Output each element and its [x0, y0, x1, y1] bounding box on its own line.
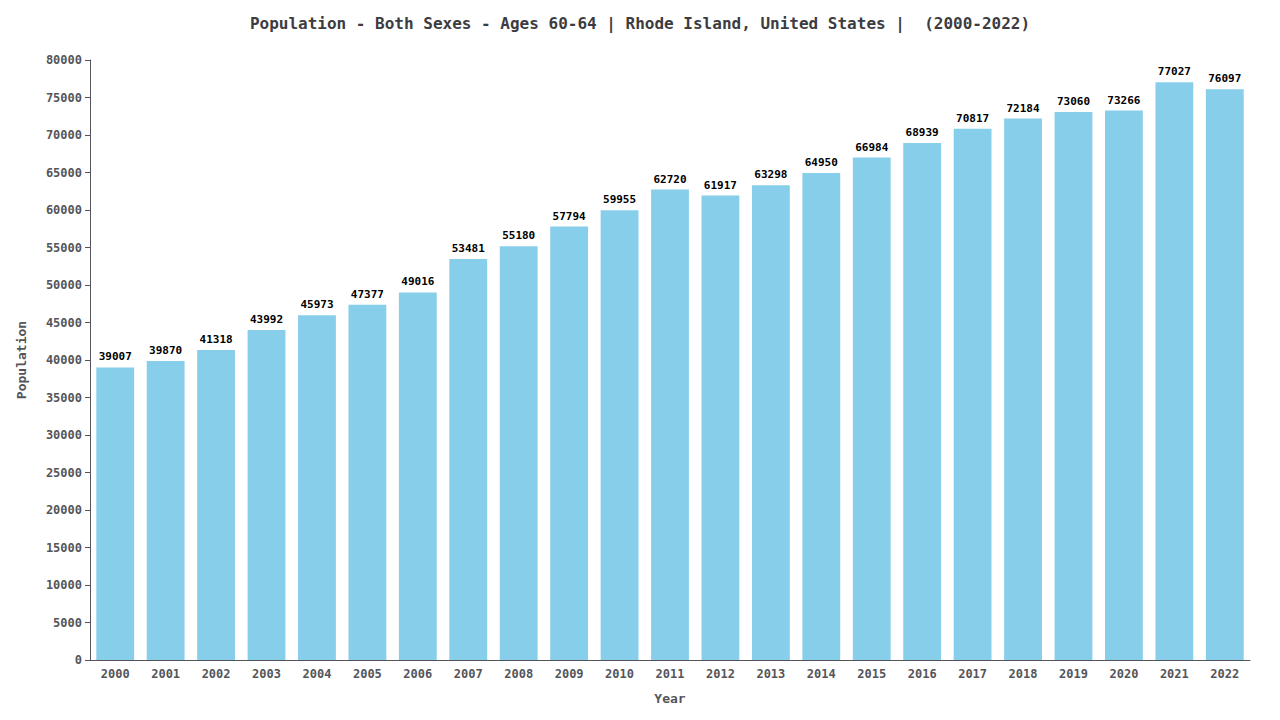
svg-text:73060: 73060 [1057, 95, 1090, 108]
svg-text:2022: 2022 [1210, 667, 1239, 681]
svg-text:60000: 60000 [46, 203, 82, 217]
svg-text:64950: 64950 [805, 156, 838, 169]
svg-text:63298: 63298 [754, 168, 787, 181]
svg-text:57794: 57794 [553, 210, 586, 223]
svg-text:2007: 2007 [454, 667, 483, 681]
svg-text:2014: 2014 [807, 667, 836, 681]
svg-text:0: 0 [75, 653, 82, 667]
svg-text:62720: 62720 [653, 173, 686, 186]
svg-text:80000: 80000 [46, 53, 82, 67]
svg-text:75000: 75000 [46, 91, 82, 105]
svg-text:55180: 55180 [502, 229, 535, 242]
svg-text:39007: 39007 [99, 350, 132, 363]
svg-text:25000: 25000 [46, 466, 82, 480]
svg-text:Year: Year [654, 691, 685, 706]
svg-text:65000: 65000 [46, 166, 82, 180]
svg-text:2016: 2016 [908, 667, 937, 681]
svg-text:15000: 15000 [46, 541, 82, 555]
svg-text:Population: Population [14, 321, 29, 399]
svg-text:2008: 2008 [504, 667, 533, 681]
svg-text:2006: 2006 [403, 667, 432, 681]
svg-text:70817: 70817 [956, 112, 989, 125]
svg-text:39870: 39870 [149, 344, 182, 357]
svg-text:77027: 77027 [1158, 65, 1191, 78]
svg-text:2013: 2013 [756, 667, 785, 681]
svg-text:50000: 50000 [46, 278, 82, 292]
svg-text:76097: 76097 [1208, 72, 1241, 85]
svg-text:59955: 59955 [603, 193, 636, 206]
svg-text:43992: 43992 [250, 313, 283, 326]
svg-text:66984: 66984 [855, 141, 888, 154]
svg-text:2018: 2018 [1009, 667, 1038, 681]
svg-text:53481: 53481 [452, 242, 485, 255]
svg-text:30000: 30000 [46, 428, 82, 442]
svg-text:10000: 10000 [46, 578, 82, 592]
svg-text:2011: 2011 [656, 667, 685, 681]
svg-text:2015: 2015 [857, 667, 886, 681]
svg-text:45973: 45973 [300, 298, 333, 311]
svg-text:49016: 49016 [401, 275, 434, 288]
svg-text:5000: 5000 [53, 616, 82, 630]
svg-text:2020: 2020 [1109, 667, 1138, 681]
svg-text:2002: 2002 [202, 667, 231, 681]
svg-text:2001: 2001 [151, 667, 180, 681]
svg-text:73266: 73266 [1107, 94, 1140, 107]
svg-text:68939: 68939 [906, 126, 939, 139]
svg-text:2019: 2019 [1059, 667, 1088, 681]
svg-text:2017: 2017 [958, 667, 987, 681]
svg-text:70000: 70000 [46, 128, 82, 142]
svg-text:72184: 72184 [1006, 102, 1039, 115]
svg-text:2005: 2005 [353, 667, 382, 681]
svg-text:2000: 2000 [101, 667, 130, 681]
svg-text:2004: 2004 [303, 667, 332, 681]
svg-text:35000: 35000 [46, 391, 82, 405]
svg-text:2021: 2021 [1160, 667, 1189, 681]
svg-text:20000: 20000 [46, 503, 82, 517]
svg-text:41318: 41318 [200, 333, 233, 346]
svg-text:45000: 45000 [46, 316, 82, 330]
svg-text:47377: 47377 [351, 288, 384, 301]
svg-text:2012: 2012 [706, 667, 735, 681]
svg-text:2010: 2010 [605, 667, 634, 681]
svg-text:2009: 2009 [555, 667, 584, 681]
svg-text:55000: 55000 [46, 241, 82, 255]
svg-text:40000: 40000 [46, 353, 82, 367]
svg-text:2003: 2003 [252, 667, 281, 681]
svg-text:Population - Both Sexes - Ages: Population - Both Sexes - Ages 60-64 | R… [250, 14, 1030, 34]
svg-text:61917: 61917 [704, 179, 737, 192]
